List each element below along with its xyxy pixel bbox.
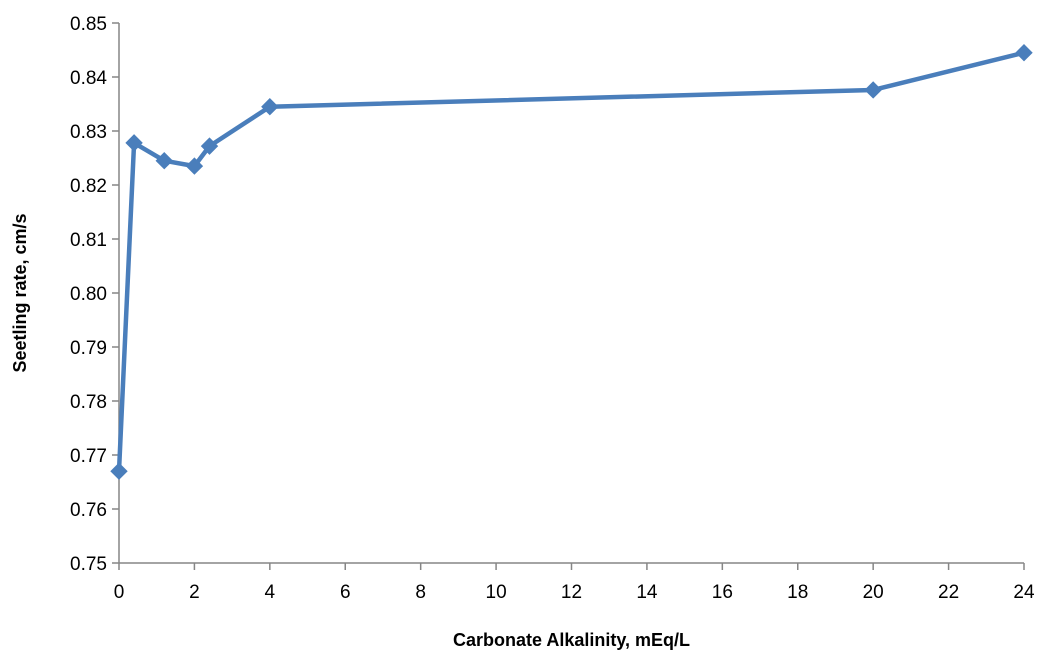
y-tick-label: 0.78 — [70, 392, 107, 413]
data-point-marker — [185, 157, 204, 175]
data-point-marker — [200, 137, 219, 155]
x-tick-label: 22 — [938, 582, 959, 603]
data-point-marker — [261, 97, 279, 116]
data-point-marker — [864, 81, 882, 99]
x-tick-label: 4 — [265, 582, 276, 603]
x-tick-label: 8 — [415, 582, 426, 603]
y-tick-label: 0.83 — [70, 122, 107, 143]
y-tick-label: 0.85 — [70, 14, 107, 35]
y-tick-label: 0.80 — [70, 284, 107, 305]
y-tick-label: 0.77 — [70, 446, 107, 467]
series-line — [116, 50, 1027, 474]
y-tick-label: 0.84 — [70, 68, 107, 89]
x-tick-label: 6 — [340, 582, 351, 603]
x-tick-label: 18 — [787, 582, 808, 603]
series-group — [110, 43, 1033, 480]
x-tick-label: 12 — [561, 582, 582, 603]
x-tick-label: 2 — [189, 582, 200, 603]
y-tick-label: 0.79 — [70, 338, 107, 359]
x-tick-label: 16 — [712, 582, 733, 603]
y-tick-label: 0.76 — [70, 500, 107, 521]
x-tick-label: 0 — [114, 582, 125, 603]
data-point-marker — [110, 462, 128, 480]
y-tick-label: 0.81 — [70, 230, 107, 251]
data-point-marker — [125, 134, 143, 152]
y-tick-label: 0.82 — [70, 176, 107, 197]
x-axis-title: Carbonate Alkalinity, mEq/L — [453, 630, 690, 650]
y-ticks: 0.75 0.76 0.77 0.78 0.79 0.80 0.81 0.82 0.83 0.84… — [70, 14, 119, 575]
x-tick-label: 20 — [863, 582, 884, 603]
y-axis-title: Seetling rate, cm/s — [10, 213, 30, 372]
x-tick-label: 10 — [486, 582, 507, 603]
x-ticks: 0 2 4 6 8 10 12 14 16 18 20 22 24 — [114, 563, 1035, 603]
x-tick-label: 24 — [1013, 582, 1035, 603]
data-point-marker — [155, 151, 173, 170]
data-point-marker — [1015, 43, 1033, 62]
axes — [118, 23, 1024, 564]
y-tick-label: 0.75 — [70, 554, 107, 575]
x-tick-label: 14 — [636, 582, 658, 603]
